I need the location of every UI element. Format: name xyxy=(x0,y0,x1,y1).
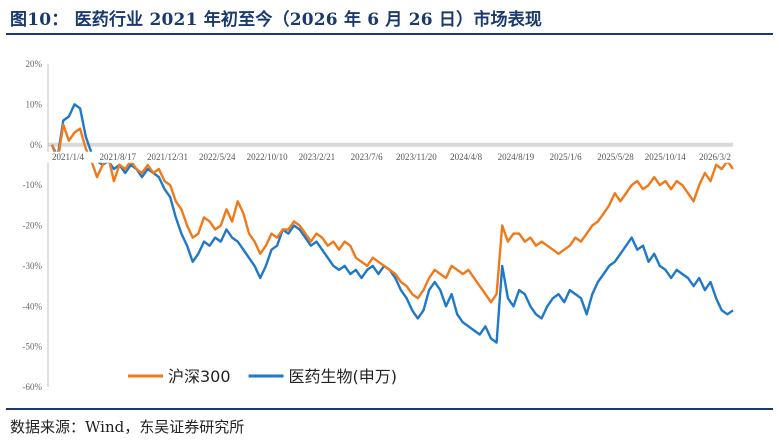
y-tick-label: 10% xyxy=(26,99,43,109)
series-line xyxy=(50,123,734,304)
x-tick-label: 2023/11/20 xyxy=(396,152,437,162)
x-tick-label: 2023/2/21 xyxy=(299,152,336,162)
figure-title: 图10： 医药行业 2021 年初至今（2026 年 6 月 26 日）市场表现 xyxy=(10,10,543,30)
x-tick-bg xyxy=(91,151,144,163)
x-tick-bg xyxy=(440,151,493,163)
legend-label: 沪深300 xyxy=(168,367,231,386)
x-tick-label: 2025/1/6 xyxy=(550,152,583,162)
y-tick-label: -20% xyxy=(23,221,43,231)
x-axis-ticks: 2021/1/4 2021/8/17 2021/12/31 2022/5/24 2022… xyxy=(42,151,741,163)
x-tick-label: 2025/5/28 xyxy=(597,152,634,162)
y-tick-label: -30% xyxy=(23,261,43,271)
y-tick-label: -40% xyxy=(23,301,43,311)
y-tick-label: 20% xyxy=(26,59,43,69)
x-tick-bg xyxy=(241,151,294,163)
x-tick-label: 2021/12/31 xyxy=(147,152,188,162)
x-tick-bg xyxy=(539,151,592,163)
source-rule xyxy=(6,408,773,410)
x-tick-label: 2021/8/17 xyxy=(100,152,137,162)
y-tick-label: -60% xyxy=(23,382,43,392)
y-tick-label: -50% xyxy=(23,342,43,352)
x-tick-label: 2024/4/8 xyxy=(450,152,483,162)
x-tick-bg xyxy=(191,151,244,163)
x-tick-bg xyxy=(340,151,393,163)
source-note: 数据来源：Wind，东吴证券研究所 xyxy=(10,418,245,436)
legend: 沪深300 医药生物(申万) xyxy=(128,367,397,386)
x-tick-label: 2024/8/19 xyxy=(498,152,535,162)
x-tick-bg xyxy=(689,151,741,163)
x-tick-label: 2021/1/4 xyxy=(52,152,85,162)
x-tick-bg xyxy=(589,151,642,163)
x-tick-label: 2025/10/14 xyxy=(645,152,687,162)
x-tick-bg xyxy=(290,151,343,163)
y-tick-label: -10% xyxy=(23,180,43,190)
x-tick-label: 2023/7/6 xyxy=(351,152,384,162)
x-tick-bg xyxy=(639,151,692,163)
series-lines xyxy=(50,103,734,344)
y-tick-label: 0% xyxy=(30,140,43,150)
x-tick-label: 2026/3/2 xyxy=(699,152,731,162)
title-rule xyxy=(6,33,773,35)
series-line xyxy=(50,103,734,344)
x-tick-bg xyxy=(42,151,94,163)
x-tick-bg xyxy=(390,151,443,163)
x-tick-label: 2022/10/10 xyxy=(247,152,289,162)
x-tick-label: 2022/5/24 xyxy=(199,152,236,162)
y-axis-ticks: 20% 10% 0% -10% -20% -30% -40% -50% -60% xyxy=(23,59,43,392)
x-tick-bg xyxy=(489,151,542,163)
x-tick-bg xyxy=(141,151,194,163)
legend-label: 医药生物(申万) xyxy=(289,367,398,386)
grid-lines xyxy=(47,64,733,387)
